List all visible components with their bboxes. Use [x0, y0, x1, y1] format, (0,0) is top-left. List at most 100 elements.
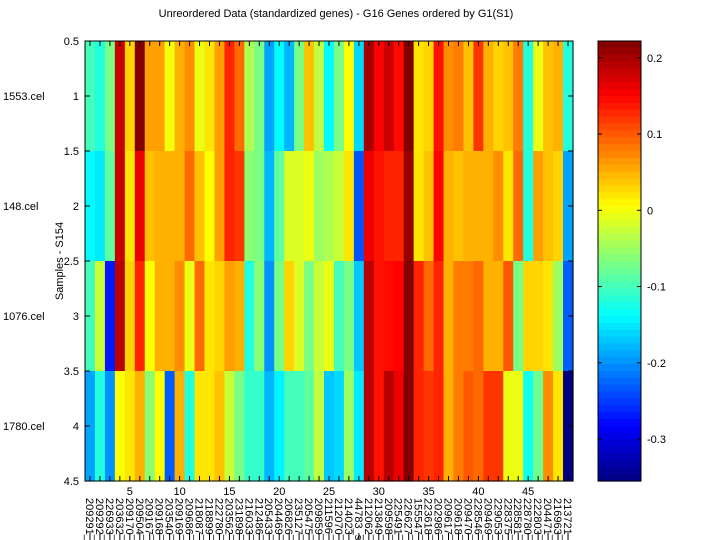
heatmap-cell [154, 41, 166, 152]
heatmap-cell [254, 151, 265, 262]
column-label: 226933_ [103, 498, 115, 540]
heatmap-cell [493, 261, 504, 372]
column-label: 44783_s [352, 498, 364, 540]
colorbar-segment [598, 41, 641, 49]
heatmap-cell [533, 371, 544, 482]
heatmap-cell [304, 41, 315, 152]
heatmap-cell [154, 151, 166, 262]
column-label: 212062_ [362, 498, 374, 540]
heatmap-cell [154, 371, 166, 482]
heatmap-cell [264, 371, 275, 482]
colorbar-segment [598, 96, 641, 104]
heatmap-cell [553, 151, 564, 262]
heatmap-cell [304, 151, 315, 262]
heatmap-cell [413, 41, 425, 152]
colorbar-segment [598, 405, 641, 413]
heatmap-cell [483, 261, 494, 372]
heatmap-cell [533, 151, 544, 262]
column-label: 228546_ [471, 498, 483, 540]
heatmap-cell [553, 41, 564, 152]
heatmap-cell [184, 151, 196, 262]
heatmap-cell [184, 261, 196, 372]
colorbar-segment [598, 261, 641, 269]
colorbar-tick-label: -0.2 [647, 358, 666, 370]
heatmap-cell [463, 371, 475, 482]
heatmap-cell [94, 151, 106, 262]
heatmap-cell [174, 261, 186, 372]
y-tick-label: 1.5 [64, 146, 79, 158]
heatmap-cell [543, 41, 554, 152]
heatmap-cell [274, 261, 285, 372]
heatmap-cell [204, 371, 216, 482]
column-label: 209686_ [183, 498, 195, 540]
heatmap-cell [513, 261, 524, 372]
colorbar-segment [598, 123, 641, 131]
column-label: 231898_ [232, 498, 244, 540]
heatmap-cell [284, 261, 295, 372]
heatmap-cell [523, 151, 534, 262]
column-label: 225491_ [392, 498, 404, 540]
heatmap-cell [284, 371, 295, 482]
colorbar-segment [598, 178, 641, 186]
heatmap-cell [433, 371, 445, 482]
y-tick-label: 3.5 [64, 366, 79, 378]
heatmap-cell [453, 261, 465, 372]
heatmap-cell [324, 261, 335, 372]
colorbar-segment [598, 54, 641, 63]
heatmap-cell [144, 41, 156, 152]
colorbar-segment [598, 254, 641, 262]
heatmap-cell [363, 371, 375, 482]
colorbar-segment [598, 116, 641, 125]
heatmap-cell [353, 371, 365, 482]
heatmap-cell [204, 151, 216, 262]
heatmap-cell [254, 261, 265, 372]
column-label: 226627_ [402, 498, 414, 540]
heatmap-cell [333, 261, 345, 372]
heatmap-cell [284, 41, 295, 152]
heatmap-cell [333, 41, 345, 152]
heatmap-cell [333, 371, 345, 482]
colorbar-segment [598, 453, 641, 461]
y-tick-label: 4 [73, 421, 79, 433]
heatmap-cell [403, 151, 415, 262]
column-label: 203562_ [222, 498, 234, 540]
column-label: 228780_ [521, 498, 533, 540]
column-label: 209617_ [442, 498, 454, 540]
heatmap-cell [85, 261, 96, 372]
column-label: 209470_ [461, 498, 473, 540]
heatmap-cell [503, 151, 514, 262]
colorbar-segment [598, 316, 641, 324]
heatmap-cell [373, 371, 385, 482]
y-tick-label: 3 [73, 311, 79, 323]
colorbar-frame [597, 40, 642, 482]
heatmap-cell [523, 261, 534, 372]
colorbar-segment [598, 144, 641, 152]
heatmap-cell [114, 41, 126, 152]
heatmap-cell [473, 41, 484, 152]
heatmap-cell [463, 261, 475, 372]
heatmap-cell [433, 261, 445, 372]
colorbar-segment [598, 412, 641, 420]
heatmap-cell [124, 41, 136, 152]
colorbar-segment [598, 206, 641, 214]
colorbar-segment [598, 68, 641, 76]
colorbar-segment [598, 130, 641, 138]
heatmap-cell [314, 371, 325, 482]
colorbar-segment [598, 226, 641, 235]
heatmap-cell [314, 151, 325, 262]
colorbar-segment [598, 240, 641, 248]
heatmap-cell [274, 41, 285, 152]
heatmap-cell [353, 41, 365, 152]
heatmap-cell [104, 41, 116, 152]
heatmap-cell [94, 261, 106, 372]
row-label: 1553.cel [3, 91, 45, 103]
heatmap-cell [363, 41, 375, 152]
x-tick-label: 15 [223, 486, 235, 498]
heatmap-cell [144, 261, 156, 372]
heatmap-cell [343, 151, 355, 262]
column-label: 209469_ [481, 498, 493, 540]
heatmap-cell [343, 41, 355, 152]
heatmap-cell [383, 151, 395, 262]
heatmap-cell [164, 261, 176, 372]
heatmap-cell [164, 151, 176, 262]
